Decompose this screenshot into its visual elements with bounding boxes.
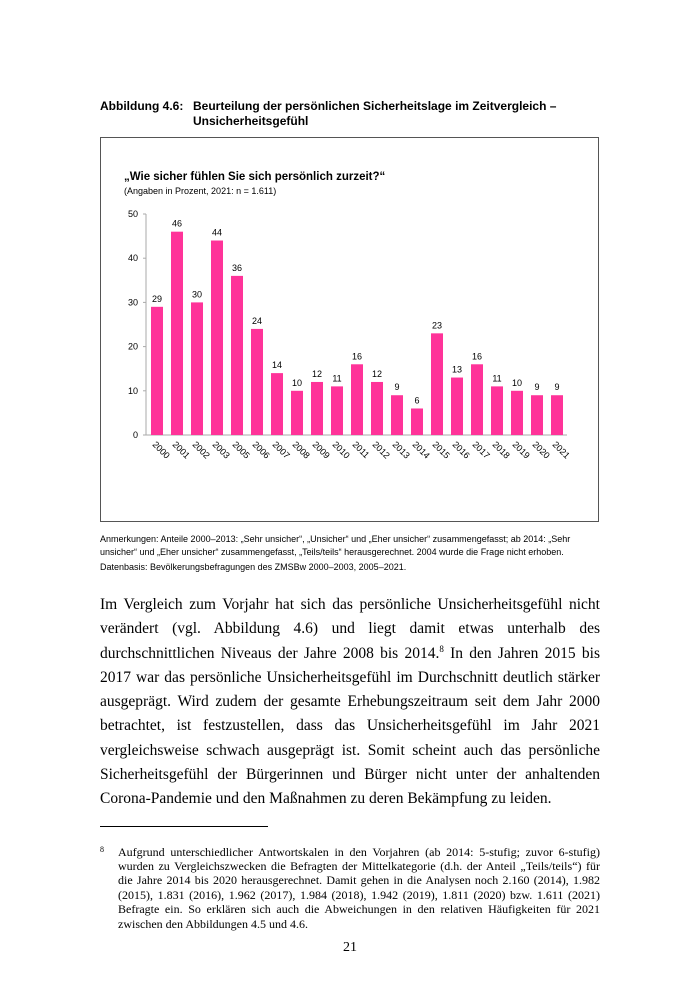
x-tick-label: 2015 xyxy=(431,439,452,460)
data-label: 14 xyxy=(272,360,282,370)
y-tick-label: 50 xyxy=(128,209,138,219)
bar xyxy=(451,377,463,435)
y-tick-label: 30 xyxy=(128,297,138,307)
x-tick-label: 2003 xyxy=(211,439,232,460)
x-tick-label: 2002 xyxy=(191,439,212,460)
y-tick-label: 10 xyxy=(128,386,138,396)
x-tick-label: 2009 xyxy=(311,439,332,460)
bar xyxy=(511,390,523,435)
x-tick-label: 2021 xyxy=(551,439,572,460)
data-label: 11 xyxy=(492,373,501,383)
bar-chart: 0 10 20 30 40 50 29 2000 46 2001 30 2002 44 2003 36 200… xyxy=(128,209,572,461)
x-tick-label: 2010 xyxy=(331,439,352,460)
footnote-ref[interactable]: 8 xyxy=(439,643,444,654)
x-tick-label: 2011 xyxy=(351,439,372,460)
chart-title: „Wie sicher fühlen Sie sich persönlich z… xyxy=(124,171,386,183)
x-tick-label: 2013 xyxy=(391,439,412,460)
bar xyxy=(271,373,283,435)
x-tick-label: 2006 xyxy=(251,439,272,460)
data-label: 44 xyxy=(212,228,222,238)
x-tick-label: 2012 xyxy=(371,439,392,460)
bar xyxy=(491,386,503,435)
bar xyxy=(151,306,163,435)
data-label: 9 xyxy=(554,382,559,392)
bar xyxy=(211,240,223,435)
bar xyxy=(391,395,403,435)
data-label: 16 xyxy=(472,351,482,361)
data-label: 12 xyxy=(312,369,322,379)
figure-label: Abbildung 4.6: xyxy=(100,99,184,113)
x-tick-label: 2017 xyxy=(471,439,492,460)
data-label: 10 xyxy=(512,378,522,388)
data-label: 13 xyxy=(452,365,462,375)
body-text-1: Im Vergleich zum Vorjahr hat sich das pe… xyxy=(100,596,600,662)
x-tick-label: 2005 xyxy=(231,439,252,460)
data-label: 16 xyxy=(352,351,362,361)
bar xyxy=(551,395,563,435)
footnote: 8 Aufgrund unterschiedlicher Antwortskal… xyxy=(100,845,600,931)
y-tick-label: 20 xyxy=(128,342,138,352)
chart-subtitle: (Angaben in Prozent, 2021: n = 1.611) xyxy=(124,186,277,196)
data-label: 9 xyxy=(394,382,399,392)
x-tick-label: 2008 xyxy=(291,439,312,460)
figure-title: Beurteilung der persönlichen Sicherheits… xyxy=(193,99,557,128)
bar xyxy=(311,381,323,435)
data-label: 9 xyxy=(534,382,539,392)
data-label: 10 xyxy=(292,378,302,388)
x-tick-label: 2001 xyxy=(171,439,192,460)
bar xyxy=(531,395,543,435)
x-tick-label: 2020 xyxy=(531,439,552,460)
data-label: 6 xyxy=(414,395,419,405)
y-tick-label: 40 xyxy=(128,253,138,263)
footnote-divider xyxy=(100,825,268,827)
x-tick-label: 2019 xyxy=(511,439,532,460)
x-tick-label: 2018 xyxy=(491,439,512,460)
page-number: 21 xyxy=(343,940,357,955)
data-label: 36 xyxy=(232,263,242,273)
chart-frame xyxy=(100,137,599,522)
text-flow: Anmerkungen: Anteile 2000–2013: „Sehr un… xyxy=(100,533,600,931)
bar xyxy=(431,333,443,435)
footnote-text: Aufgrund unterschiedlicher Antwortskalen… xyxy=(118,844,600,931)
figure-notes: Anmerkungen: Anteile 2000–2013: „Sehr un… xyxy=(100,534,571,557)
bar xyxy=(471,364,483,435)
body-paragraph: Im Vergleich zum Vorjahr hat sich das pe… xyxy=(100,593,600,812)
bar xyxy=(291,390,303,435)
y-tick-label: 0 xyxy=(133,430,138,440)
data-label: 11 xyxy=(332,373,341,383)
body-text-2: In den Jahren 2015 bis 2017 war das pers… xyxy=(100,644,600,808)
bar xyxy=(171,231,183,435)
x-tick-label: 2007 xyxy=(271,439,292,460)
data-label: 29 xyxy=(152,294,162,304)
data-label: 24 xyxy=(252,316,262,326)
bar xyxy=(331,386,343,435)
data-label: 46 xyxy=(172,219,182,229)
data-label: 12 xyxy=(372,369,382,379)
data-label: 30 xyxy=(192,289,202,299)
figure-source: Datenbasis: Bevölkerungsbefragungen des … xyxy=(100,562,407,572)
bar xyxy=(371,381,383,435)
x-tick-label: 2016 xyxy=(451,439,472,460)
bar xyxy=(411,408,423,435)
bar xyxy=(231,275,243,435)
footnote-mark: 8 xyxy=(100,844,104,854)
bar xyxy=(191,302,203,435)
data-label: 23 xyxy=(432,320,442,330)
bar xyxy=(351,364,363,435)
bar xyxy=(251,328,263,435)
x-tick-label: 2000 xyxy=(151,439,172,460)
x-tick-label: 2014 xyxy=(411,439,432,460)
